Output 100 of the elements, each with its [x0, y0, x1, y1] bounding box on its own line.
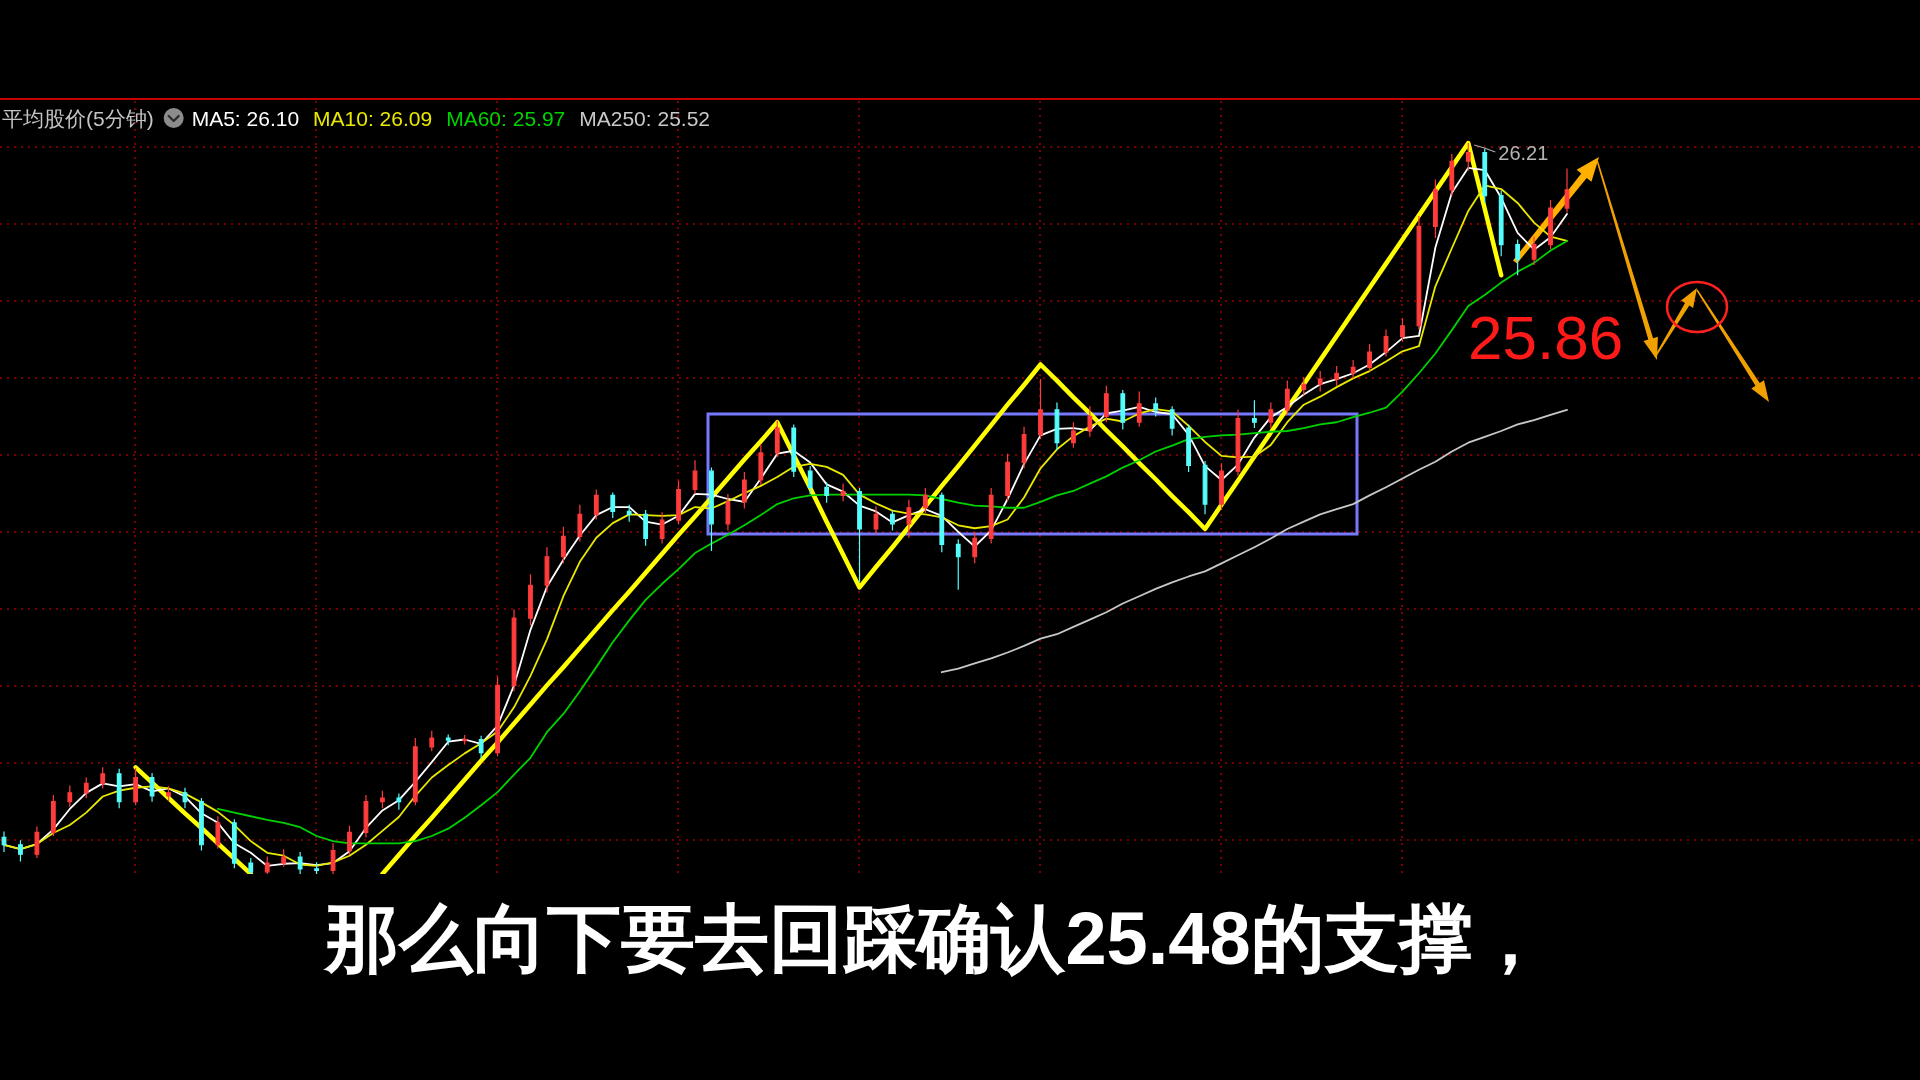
- text: MA5: 26.10: [191, 107, 300, 130]
- candlestick: [1202, 460, 1208, 515]
- candlestick: [1531, 235, 1537, 266]
- text: 那么向下要去回踩确认25.48的支撑，: [323, 897, 1547, 980]
- candlestick: [67, 784, 73, 808]
- candlestick: [1186, 423, 1191, 473]
- candlestick: [676, 480, 681, 526]
- candlestick: [412, 737, 418, 806]
- candlestick: [116, 768, 122, 809]
- candlestick: [182, 787, 188, 809]
- candlestick: [758, 443, 764, 486]
- candlestick: [807, 465, 813, 495]
- candlestick: [1465, 142, 1471, 172]
- candlestick: [166, 785, 171, 802]
- candlestick: [1136, 390, 1142, 428]
- candlestick: [1383, 328, 1389, 358]
- candlestick: [83, 776, 89, 799]
- candlestick: [610, 491, 616, 519]
- candlestick: [1334, 365, 1340, 387]
- candlestick: [50, 794, 56, 837]
- candlestick: [988, 487, 994, 545]
- candlestick: [1005, 453, 1011, 502]
- candlestick: [100, 766, 106, 790]
- candlestick: [495, 676, 500, 757]
- candlestick: [1449, 153, 1455, 197]
- candlestick: [34, 825, 40, 859]
- candlestick: [890, 509, 895, 532]
- candlestick: [906, 499, 912, 539]
- chart-title: 平均股价(5分钟): [2, 107, 154, 130]
- candlestick: [1, 831, 7, 853]
- candlestick: [1548, 199, 1553, 250]
- candlestick: [873, 505, 879, 535]
- candlestick: [1515, 238, 1521, 276]
- candlestick: [445, 733, 451, 746]
- candlestick: [1482, 148, 1488, 204]
- candlestick: [1054, 401, 1060, 451]
- candlestick: [281, 848, 287, 868]
- text: MA250: 25.52: [579, 107, 711, 130]
- candlestick: [774, 420, 780, 458]
- candlestick: [560, 526, 566, 564]
- candlestick: [363, 794, 369, 839]
- candlestick: [1317, 370, 1323, 393]
- candlestick: [231, 818, 237, 869]
- candlestick: [1038, 378, 1043, 440]
- candlestick: [824, 481, 830, 504]
- candlestick: [133, 767, 139, 806]
- candlestick: [692, 459, 698, 495]
- candlestick: [478, 735, 484, 760]
- candlestick: [1087, 405, 1093, 438]
- text: MA60: 25.97: [446, 107, 566, 130]
- candlestick: [659, 511, 665, 545]
- candlestick: [857, 487, 862, 583]
- candlestick: [1153, 396, 1159, 417]
- annotation: 25.86: [1468, 303, 1624, 372]
- candlestick: [1367, 343, 1372, 372]
- candlestick: [1416, 215, 1422, 330]
- candlestick: [1268, 401, 1274, 429]
- candlestick: [1432, 178, 1438, 239]
- text: MA10: 26.09: [313, 107, 433, 130]
- candlestick: [725, 493, 731, 532]
- candlestick: [791, 423, 797, 478]
- candlestick: [297, 851, 303, 874]
- candlestick: [577, 504, 583, 542]
- candlestick: [939, 491, 945, 553]
- candlestick: [741, 471, 747, 510]
- candlestick: [429, 730, 435, 752]
- candlestick: [1498, 189, 1504, 257]
- candlestick: [215, 815, 221, 850]
- candlestick: [922, 487, 928, 514]
- candlestick: [347, 825, 352, 856]
- candlestick: [314, 861, 319, 874]
- candlestick: [1103, 385, 1109, 423]
- candlestick: [1350, 359, 1356, 379]
- candlestick: [396, 792, 402, 811]
- candlestick: [1169, 405, 1175, 436]
- candlestick: [840, 483, 846, 502]
- candlestick: [1219, 462, 1224, 511]
- candlestick: [149, 772, 155, 803]
- candlestick: [380, 790, 385, 809]
- candlestick: [1252, 399, 1257, 429]
- candlestick: [199, 797, 204, 852]
- candlestick: [1301, 376, 1307, 396]
- candlestick: [1284, 379, 1290, 416]
- candlestick: [544, 546, 550, 594]
- annotation: 26.21: [1498, 142, 1549, 164]
- candlestick: [528, 573, 533, 627]
- candlestick: [955, 538, 961, 591]
- candlestick: [248, 857, 254, 874]
- candlestick: [264, 855, 270, 874]
- candlestick: [330, 842, 336, 874]
- candlestick: [1400, 317, 1405, 343]
- candlestick: [462, 734, 468, 746]
- candlestick: [626, 504, 632, 523]
- candlestick: [643, 509, 649, 547]
- candlestick: [1235, 409, 1241, 477]
- candlestick: [593, 488, 599, 521]
- candlestick: [972, 531, 978, 564]
- candlestick: [1021, 426, 1027, 469]
- candlestick: [18, 839, 23, 863]
- candlestick: [1120, 389, 1126, 431]
